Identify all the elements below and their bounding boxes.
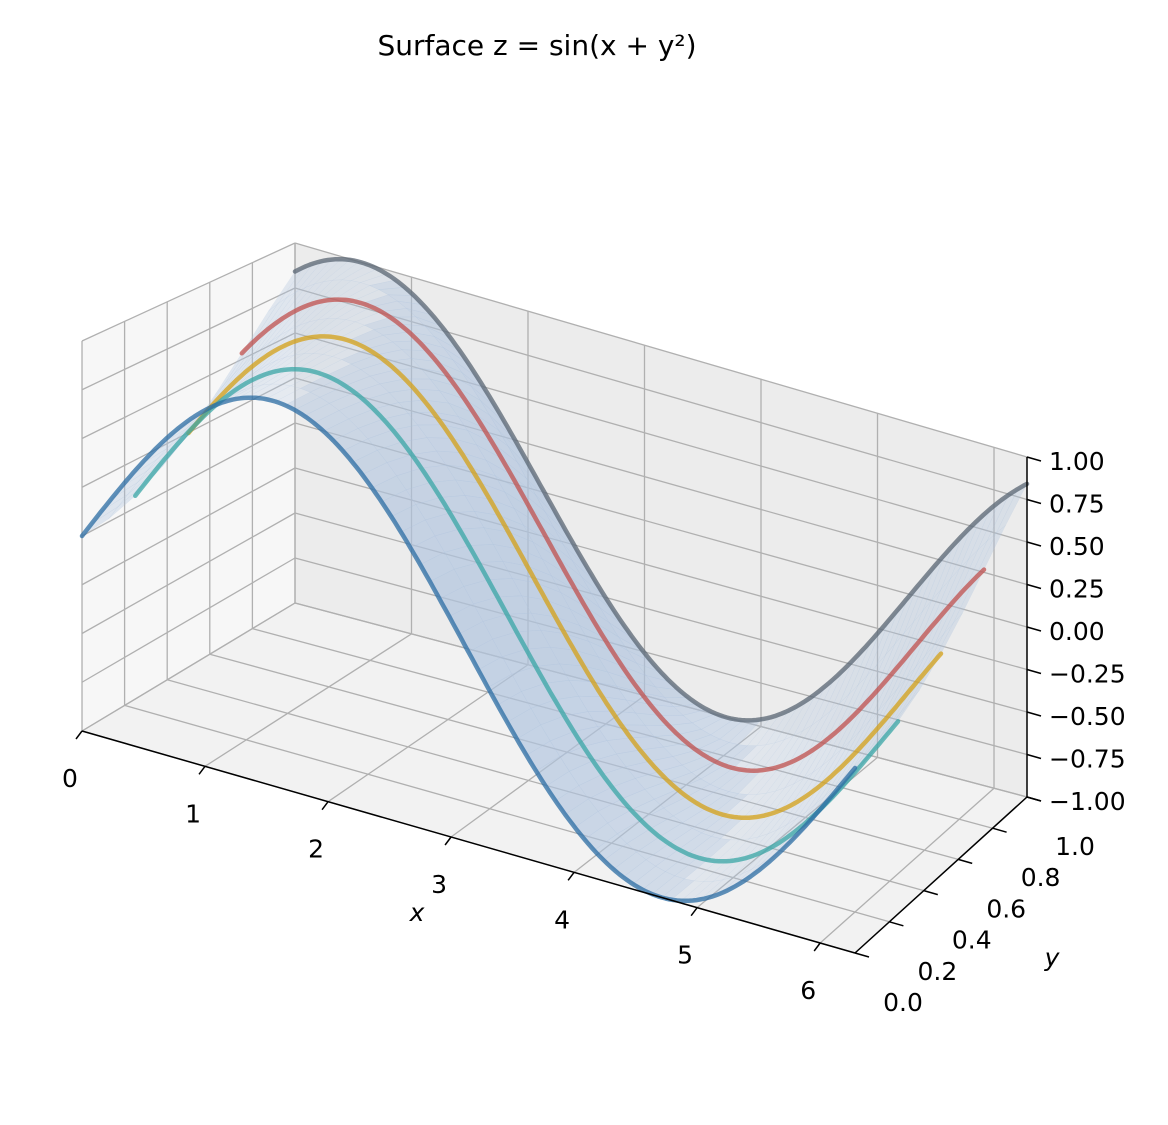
series-curves [79, 256, 1030, 904]
x-axis-spine [81, 730, 856, 954]
z-tick-label: 0.50 [1049, 532, 1105, 561]
grid-z-side [81, 332, 296, 440]
z-tick-label: −1.00 [1049, 787, 1126, 816]
y-tick-label: 0.0 [883, 988, 923, 1017]
z-tick-mark [1026, 668, 1042, 675]
series-line-y-0.5 [186, 334, 944, 821]
z-tick-label: 0.00 [1049, 617, 1105, 646]
y-axis-spine [854, 796, 1028, 954]
grid-z-side [81, 557, 296, 683]
x-tick-mark [813, 942, 821, 952]
z-tick-mark [1026, 541, 1042, 547]
series-line-y-0.25 [133, 366, 901, 864]
grid-z-side [81, 287, 296, 391]
z-tick-label: 0.75 [1049, 490, 1105, 519]
z-tick-mark [1026, 498, 1042, 505]
y-tick-mark [923, 889, 939, 896]
grid-z-side [81, 242, 296, 342]
z-tick-label: −0.25 [1049, 660, 1126, 689]
x-tick-mark [321, 801, 329, 811]
x-tick-label: 5 [677, 941, 693, 970]
grid-z-back [294, 242, 1028, 458]
tick-labels: 0 1 2 3 4 5 6 0.00.20.4 0.60.81.0 −1.00 −0.75 −0.50… [62, 447, 1126, 1017]
y-tick-label: 0.8 [1021, 863, 1061, 892]
z-tick-label: −0.50 [1049, 702, 1126, 731]
y-tick-mark [957, 858, 973, 865]
x-tick-label: 0 [62, 764, 78, 793]
grid-y-floor [124, 704, 890, 923]
series-line-y-1 [292, 256, 1030, 723]
grid-z-side [81, 512, 296, 635]
z-tick-mark [1026, 711, 1042, 717]
z-tick-label: −0.75 [1049, 745, 1126, 774]
y-tick-mark [854, 952, 870, 958]
y-tick-mark [992, 827, 1007, 833]
z-tick-mark [1026, 796, 1042, 802]
x-tick-mark [567, 871, 575, 881]
x-tick-mark [690, 907, 698, 917]
grid-x-floor [819, 787, 995, 944]
x-tick-label: 6 [800, 976, 816, 1005]
grid-z-side [81, 422, 296, 537]
x-tick-mark [444, 836, 452, 846]
z-tick-mark [1026, 583, 1042, 590]
x-tick-mark [198, 765, 206, 775]
y-tick-label: 0.4 [952, 926, 992, 955]
z-tick-mark [1026, 626, 1042, 632]
z-tick-mark [1026, 753, 1042, 760]
x-tick-label: 3 [431, 870, 447, 899]
chart-title: Surface z = sin(x + y²) [377, 29, 696, 62]
y-tick-mark [889, 921, 904, 927]
y-tick-label: 1.0 [1055, 832, 1095, 861]
x-tick-mark [75, 730, 83, 740]
x-axis-label: x [409, 898, 425, 927]
grid-z-back [294, 557, 1028, 756]
y-axis-label: y [1044, 943, 1061, 972]
x-tick-label: 2 [308, 835, 324, 864]
z-tick-label: 1.00 [1049, 447, 1105, 476]
grid-z-side [81, 602, 296, 732]
x-tick-label: 4 [554, 905, 570, 934]
y-tick-label: 0.2 [918, 957, 958, 986]
z-tick-label: 0.25 [1049, 575, 1105, 604]
series-line-y-0.75 [239, 297, 987, 773]
series-line-y-0 [79, 395, 858, 904]
grid-z-side [81, 467, 296, 586]
y-tick-label: 0.6 [986, 894, 1026, 923]
x-tick-label: 1 [185, 799, 201, 828]
grid-x-floor [204, 633, 412, 767]
z-tick-mark [1026, 456, 1042, 462]
